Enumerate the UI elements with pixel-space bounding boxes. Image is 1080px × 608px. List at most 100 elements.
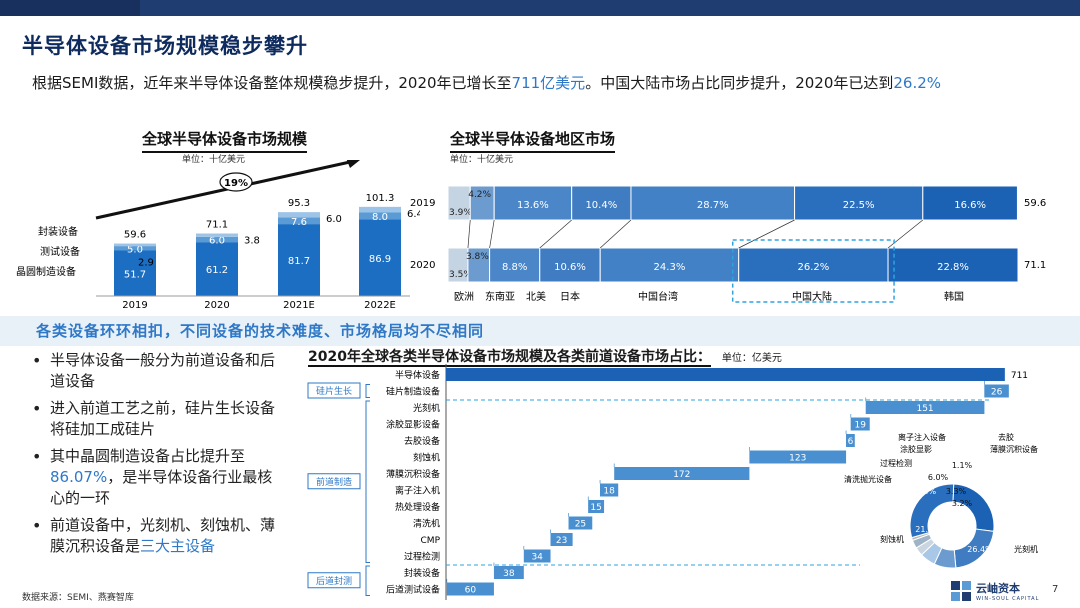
logo-subtext: WIN-SOUL CAPITAL [976,596,1040,602]
bar-value-label: 81.7 [288,256,310,267]
bar-value-label: 7.6 [291,217,307,228]
page-number: 7 [1052,584,1059,595]
waterfall-category: 去胶设备 [404,435,440,447]
intro-share: 26.2% [893,74,942,92]
bar-value-label: 6.4 [407,209,420,220]
donut-category-label: 光刻机 [1014,544,1038,554]
bar-segment [359,219,401,296]
bar-value-label: 6.0 [209,236,225,247]
region-share-label: 10.4% [585,200,617,211]
waterfall-value: 38 [503,569,515,579]
waterfall-bar [749,450,847,464]
waterfall-value: 25 [575,520,586,530]
waterfall-category: 封装设备 [404,567,440,579]
group-bracket [365,565,370,596]
waterfall-category: 过程检测 [404,551,440,563]
intro-text-1: 根据SEMI数据，近年来半导体设备整体规模稳步提升，2020年已增长至 [32,74,512,92]
donut-value-label: 30.1% [983,485,1009,494]
bar-segment [114,246,156,251]
bar-total-label: 95.3 [288,198,310,209]
region-share-label: 26.2% [797,262,829,273]
donut-category-label: 离子注入设备 [898,432,946,442]
bar-value-label: 51.7 [124,269,146,280]
region-share-label: 24.3% [654,262,686,273]
waterfall-category: 热处理设备 [395,501,440,513]
waterfall-title: 2020年全球各类半导体设备市场规模及各类前道设备市场占比： 单位：亿美元 [308,346,782,367]
region-segment [489,247,541,283]
cagr-label: 19% [224,178,248,189]
connector-line [489,219,495,249]
waterfall-value: 711 [1011,371,1028,381]
region-share-label: 13.6% [517,200,549,211]
bar-total-label: 71.1 [206,220,228,231]
logo-text: 云岫资本 [976,582,1020,595]
global-chart-title: 全球半导体设备市场规模 [142,128,308,153]
x-tick-label: 2021E [283,300,315,311]
waterfall-value: 172 [673,470,690,480]
bar-segment [359,206,401,213]
bullet-item: 其中晶圆制造设备占比提升至 86.07%，是半导体设备行业最核心的一环 [30,446,280,509]
waterfall-value: 26 [991,388,1003,398]
intro-paragraph: 根据SEMI数据，近年来半导体设备整体规模稳步提升，2020年已增长至711亿美… [32,72,1042,94]
intro-text-2: 。中国大陆市场占比同步提升，2020年已达到 [585,74,894,92]
region-chart-unit: 单位：十亿美元 [450,155,514,165]
waterfall-bar [865,401,985,414]
bar-segment [196,233,238,237]
bar-segment [114,250,156,296]
bullet-item: 前道设备中，光刻机、刻蚀机、薄膜沉积设备是三大主设备 [30,515,280,557]
waterfall-bar-pad [600,483,619,497]
equipment-share-donut: 26.4% 21.5% 8.4% 6.0% 3.3% 3.2% 1.1% 30.1% 离子注入设… [844,432,1038,569]
bar-value-label: 6.0 [326,214,342,225]
donut-category-label: 刻蚀机 [880,534,904,544]
donut-value-label: 8.4% [916,487,937,496]
bullet-list-container: 半导体设备一般分为前道设备和后道设备 进入前道工艺之前，硅片生长设备将硅加工成硅… [30,350,280,563]
group-bracket [365,400,370,563]
group-label: 硅片生长 [316,385,352,397]
waterfall-value: 123 [789,454,806,464]
bullet-list: 半导体设备一般分为前道设备和后道设备 进入前道工艺之前，硅片生长设备将硅加工成硅… [30,350,280,557]
region-total-label: 71.1 [1024,260,1046,271]
waterfall-category: CMP [421,536,441,546]
top-bar [0,0,1080,16]
connector-line [887,219,924,249]
bar-segment [196,242,238,296]
waterfall-bar-pad [850,417,870,431]
waterfall-bar-pad [568,516,593,530]
waterfall-bar-pad [550,533,573,546]
section-heading: 各类设备环环相扣，不同设备的技术难度、市场格局均不尽相同 [36,322,485,340]
bullet-text: 其中晶圆制造设备占比提升至 [50,447,246,465]
bullet-text: ，是半导体设备行业最核心的一环 [50,468,273,507]
region-share-label: 28.7% [697,200,729,211]
cagr-arrow [95,160,351,220]
waterfall-value: 18 [603,487,615,497]
legend-wafer: 晶圆制造设备 [16,265,76,278]
region-name-label: 日本 [560,290,580,303]
region-segment [887,247,1019,283]
donut-value-label: 6.0% [928,473,949,482]
waterfall-bar [446,582,494,596]
region-name-label: 东南亚 [485,290,515,303]
waterfall-value: 19 [855,421,867,431]
bar-value-label: 5.0 [127,244,143,255]
region-segment [493,185,573,221]
x-tick-label: 2019 [122,300,147,311]
waterfall-bar [523,549,551,563]
region-share-label: 10.6% [554,262,586,273]
waterfall-bar-pad [984,384,1009,398]
region-name-label: 韩国 [944,290,964,303]
page-title: 半导体设备市场规模稳步攀升 [22,34,308,58]
region-name-label: 中国台湾 [638,290,678,303]
region-segment [599,247,740,283]
legend-test: 测试设备 [40,245,80,258]
group-bracket [365,384,370,398]
waterfall-value: 151 [916,404,933,414]
waterfall-category: 硅片制造设备 [386,386,440,398]
region-name-label: 北美 [526,290,546,303]
connector-line [539,219,572,249]
bullet-highlight: 86.07% [50,468,108,486]
group-tag [307,473,361,490]
bar-value-label: 3.8 [244,236,260,247]
x-tick-label: 2020 [204,300,229,311]
bar-segment [278,224,320,296]
